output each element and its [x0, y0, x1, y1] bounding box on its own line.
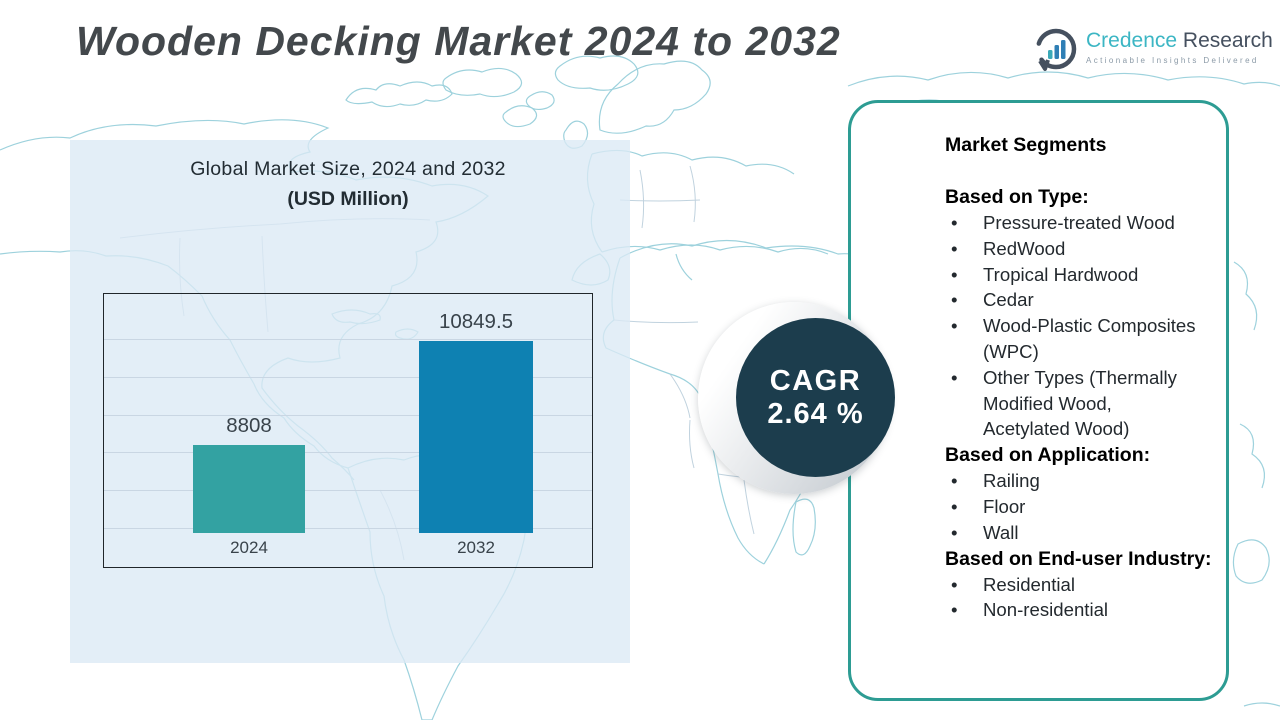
segment-item: Cedar	[945, 287, 1212, 313]
cagr-badge: CAGR 2.64 %	[736, 318, 895, 477]
chart-title-line1: Global Market Size, 2024 and 2032	[190, 158, 506, 180]
segment-item: Wood-Plastic Composites (WPC)	[945, 313, 1212, 365]
cagr-label: CAGR	[769, 364, 862, 397]
x-axis-label-2024: 2024	[230, 538, 268, 557]
brand-logo: Credence Research Actionable Insights De…	[1032, 24, 1273, 74]
x-axis-label-2032: 2032	[457, 538, 495, 557]
brand-tagline: Actionable Insights Delivered	[1086, 56, 1259, 65]
segment-item: Tropical Hardwood	[945, 262, 1212, 288]
bar-2024: 8808	[193, 414, 305, 533]
market-segments-panel: Market Segments Based on Type: Pressure-…	[848, 100, 1229, 701]
brand-name-primary: Credence	[1086, 29, 1178, 52]
segment-item: Non-residential	[945, 597, 1212, 623]
bar-2024-value-label: 8808	[226, 414, 272, 437]
segment-item: Residential	[945, 572, 1212, 598]
bar-chart: 8808 10849.5 2024 2032	[103, 293, 593, 568]
segment-item: RedWood	[945, 236, 1212, 262]
segment-section-enduser: Based on End-user Industry: Residential …	[945, 546, 1212, 624]
bar-2032: 10849.5	[419, 310, 533, 533]
segment-list-application: Railing Floor Wall	[945, 468, 1212, 545]
segment-item: Railing	[945, 468, 1212, 494]
segment-list-type: Pressure-treated Wood RedWood Tropical H…	[945, 210, 1212, 442]
chart-title: Global Market Size, 2024 and 2032 (USD M…	[103, 158, 593, 211]
segment-section-type: Based on Type: Pressure-treated Wood Red…	[945, 184, 1212, 442]
chart-title-line2: (USD Million)	[287, 188, 409, 210]
segments-heading: Market Segments	[945, 134, 1107, 156]
segment-item: Floor	[945, 494, 1212, 520]
brand-name-secondary: Research	[1182, 29, 1273, 52]
brand-text: Credence Research Actionable Insights De…	[1086, 30, 1273, 66]
segment-section-application: Based on Application: Railing Floor Wall	[945, 442, 1212, 545]
segment-list-enduser: Residential Non-residential	[945, 572, 1212, 624]
segment-section-heading: Based on Application:	[945, 444, 1151, 467]
cagr-value: 2.64 %	[767, 397, 864, 430]
brand-name: Credence Research	[1086, 30, 1273, 52]
bar-2032-value-label: 10849.5	[438, 310, 514, 333]
segment-section-heading: Based on Type:	[945, 186, 1089, 208]
logo-chart-icon	[1035, 28, 1077, 71]
segment-item: Other Types (Thermally Modified Wood, Ac…	[945, 365, 1212, 442]
segment-section-heading: Based on End-user Industry:	[945, 547, 1212, 570]
page-title: Wooden Decking Market 2024 to 2032	[76, 18, 841, 64]
segment-item: Pressure-treated Wood	[945, 210, 1212, 236]
chart-backdrop	[70, 140, 630, 663]
segment-item: Wall	[945, 520, 1212, 546]
